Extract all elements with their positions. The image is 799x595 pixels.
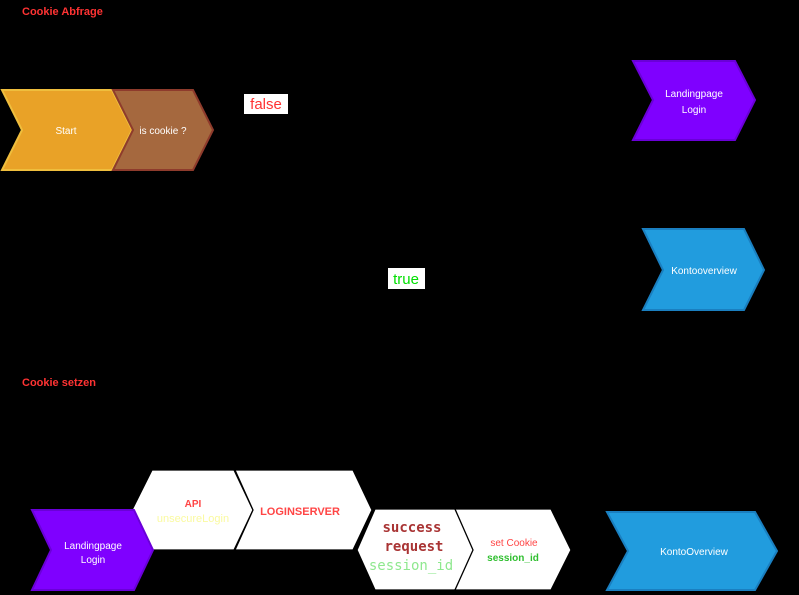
- landingpage-login-bottom-label-line1: Landingpage: [64, 541, 122, 552]
- api-node-label-line2: unsecureLogin: [157, 513, 229, 525]
- is-cookie-decision-shape: [111, 89, 215, 171]
- true-edge-label-text: true: [393, 271, 419, 288]
- kontooverview-top-label: Kontooverview: [671, 266, 737, 277]
- loginserver-node-shape: [233, 469, 373, 551]
- start-node-label: Start: [55, 126, 76, 137]
- false-edge-label-bg: [244, 94, 288, 114]
- set-cookie-label-line1: set Cookie: [490, 538, 538, 549]
- loginserver-node-label: LOGINSERVER: [260, 506, 340, 518]
- success-label-line1: success: [382, 520, 441, 536]
- landingpage-login-bottom-label-line2: Login: [81, 555, 105, 566]
- kontooverview-bottom-label: KontoOverview: [660, 547, 729, 558]
- section-title-cookie-setzen: Cookie setzen: [22, 377, 96, 389]
- landingpage-login-bottom-shape: [30, 509, 155, 591]
- kontooverview-bottom-shape: [605, 511, 779, 591]
- success-label-line2: request: [384, 539, 443, 555]
- set-cookie-label-line2: session_id: [487, 553, 539, 564]
- set-cookie-node-shape: [453, 508, 572, 591]
- landingpage-login-top-shape: [631, 60, 757, 141]
- kontooverview-top-shape: [641, 228, 766, 311]
- api-node-shape: [131, 469, 254, 551]
- false-edge-label: false: [244, 94, 288, 114]
- true-edge-label-bg: [388, 268, 425, 289]
- section-title-cookie-abfrage: Cookie Abfrage: [22, 6, 103, 18]
- api-node-label-line1: API: [185, 499, 202, 510]
- landingpage-login-top-label-line2: Login: [682, 105, 706, 116]
- false-edge-label-text: false: [250, 96, 282, 113]
- landingpage-login-top-label-line1: Landingpage: [665, 89, 723, 100]
- success-label-line3: session_id: [369, 558, 453, 574]
- true-edge-label: true: [388, 268, 425, 289]
- is-cookie-decision-label: is cookie ?: [139, 126, 187, 137]
